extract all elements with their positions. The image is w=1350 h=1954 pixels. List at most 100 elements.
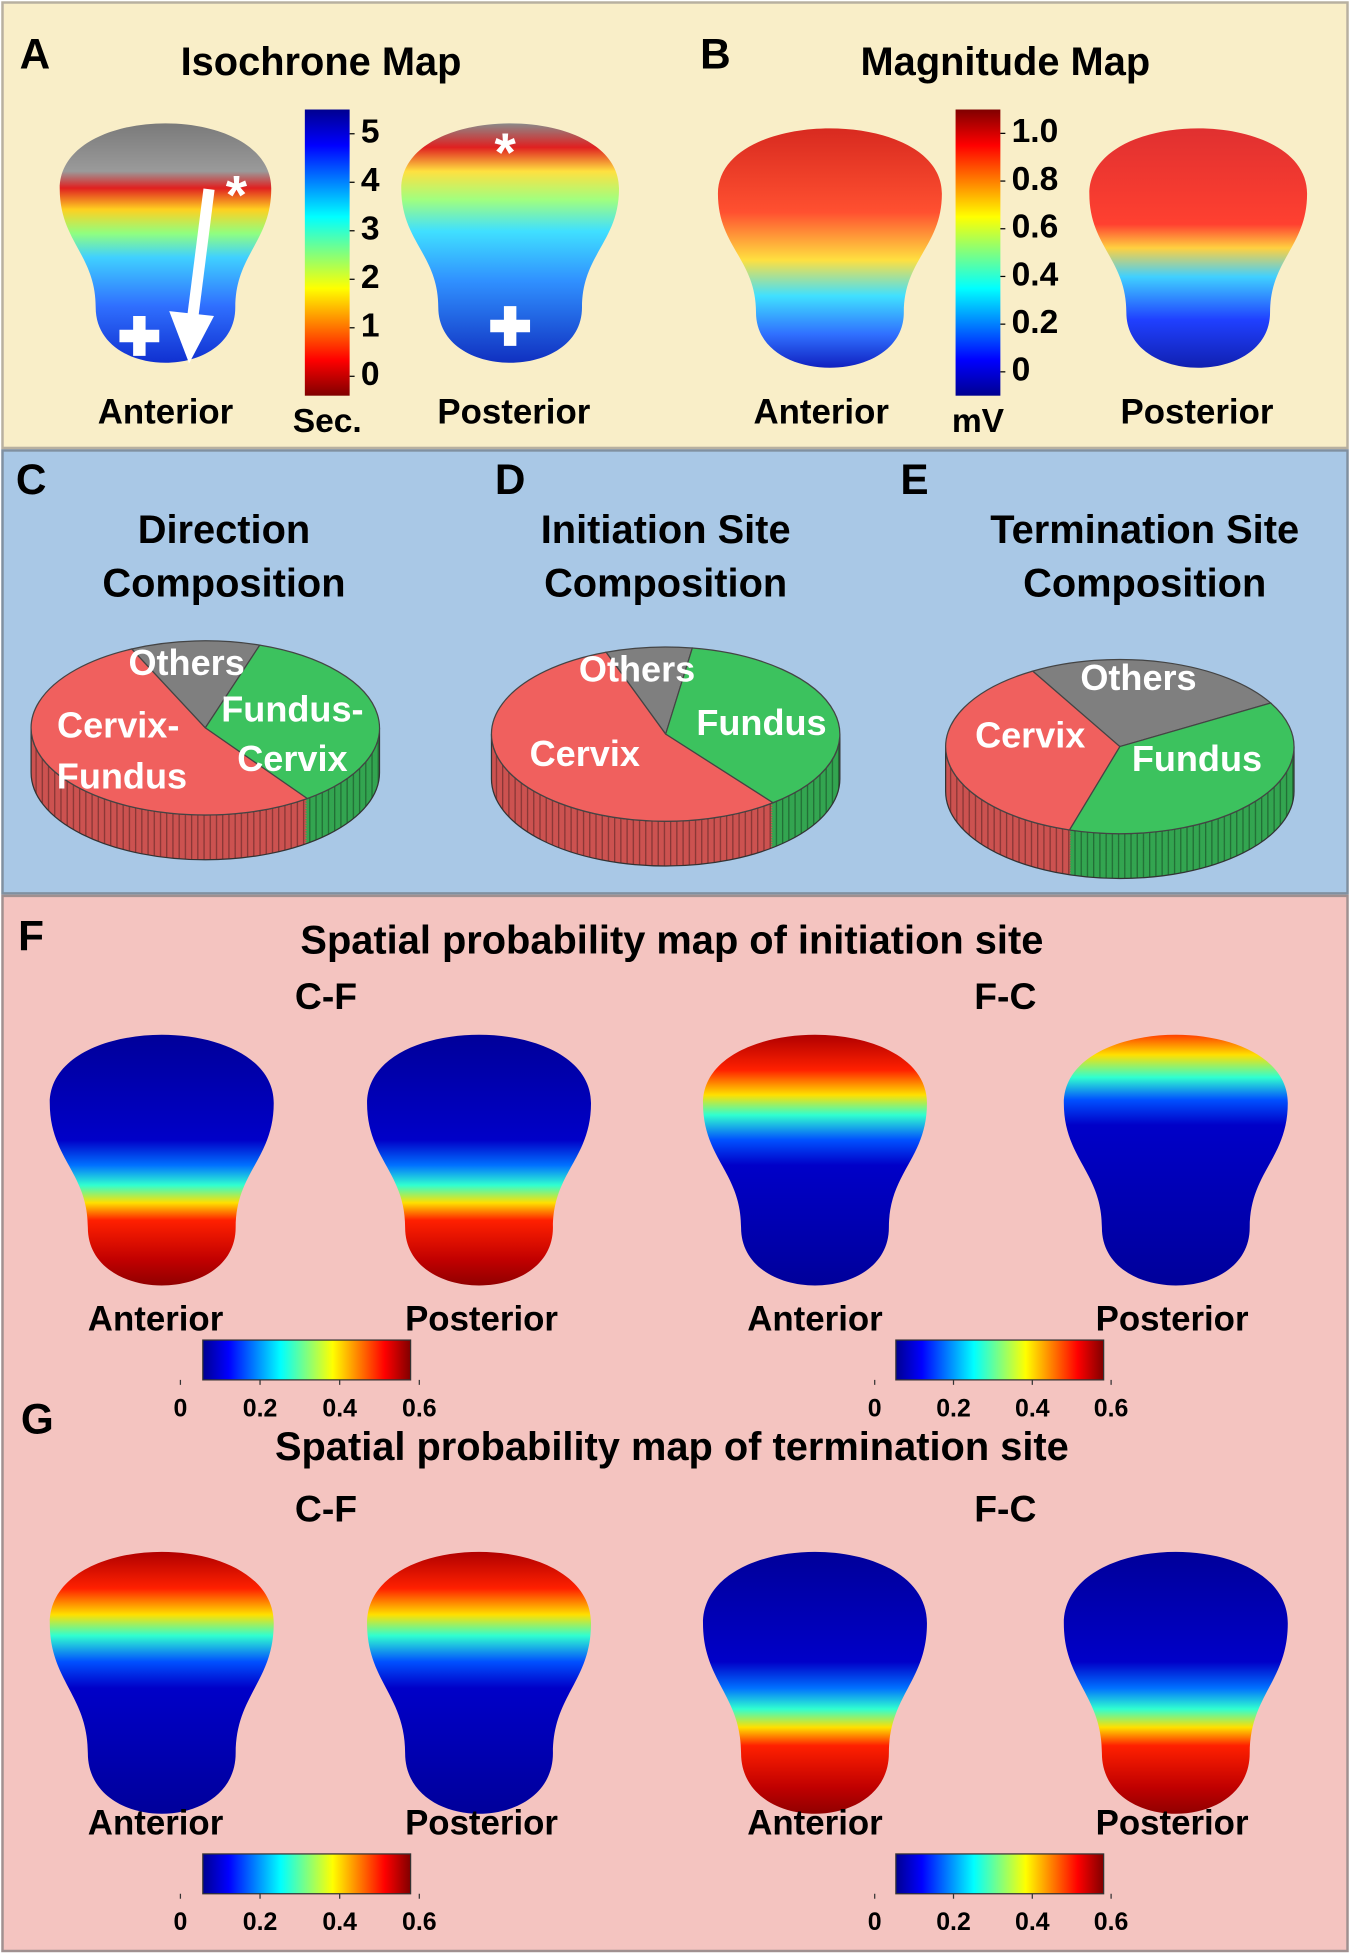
colorbar [895,1339,1105,1381]
panel-letter: F [18,913,44,960]
pie-slice [30,648,309,816]
colorbar-tick-label: 0 [868,1394,882,1422]
colorbar-tick-label: 0 [361,356,380,393]
panel-title: Composition [102,562,345,606]
view-label: Anterior [88,1300,224,1339]
colorbar-tick-label: 0.6 [1094,1394,1129,1422]
view-label: Posterior [1096,1300,1249,1339]
panel-letter: C [16,456,47,503]
pie-slice [664,647,841,804]
view-label: Anterior [98,393,234,432]
surface-map [59,123,272,363]
colorbar-tick-label: 0.2 [936,1908,971,1936]
panel-title: Composition [544,562,787,606]
initiation-star: * [226,164,248,226]
colorbar [202,1339,412,1381]
panel-letter: A [20,30,51,77]
surface-map [401,123,620,363]
colorbar-tick-label: 0.6 [1094,1908,1129,1936]
pie-label: Others [1080,657,1196,698]
pie-label: Cervix [975,714,1085,755]
panel-letter: B [700,30,731,77]
pie-slice [1031,658,1272,748]
colorbar-tick-label: 5 [361,114,380,151]
colorbar-unit: Sec. [293,403,362,440]
colorbar-tick-label: 0.4 [322,1908,357,1936]
view-label: Posterior [1096,1804,1249,1843]
surface-map [717,128,942,368]
colorbar-tick-label: 0.6 [402,1908,437,1936]
view-label: Anterior [753,393,889,432]
colorbar-tick-label: 0 [173,1908,187,1936]
group-title: C-F [295,1488,357,1530]
pie-label: Fundus [696,702,826,743]
pie-label: Fundus [57,755,187,796]
view-label: Anterior [747,1804,883,1843]
pie-slice [130,640,261,729]
colorbar-tick-label: 0.4 [322,1394,357,1422]
colorbar-tick-label: 1 [361,308,380,345]
initiation-star: * [495,121,517,183]
surface-map [367,1551,592,1814]
colorbar-tick-label: 0.4 [1015,1908,1050,1936]
pie-label: Others [579,648,695,689]
colorbar-tick-label: 0 [1012,352,1031,389]
view-label: Anterior [88,1804,224,1843]
pie-label: Fundus- [221,688,363,729]
view-label: Anterior [747,1300,883,1339]
panel-letter: E [900,456,928,503]
panel-title: Spatial probability map of initiation si… [300,919,1043,963]
colorbar-tick-label: 4 [361,162,380,199]
colorbar-tick-label: 0.6 [402,1394,437,1422]
surface-map [702,1551,927,1814]
panel-title: Magnitude Map [861,40,1151,84]
panel-title: Initiation Site [541,508,791,552]
surface-map [49,1551,274,1814]
colorbar [895,1853,1105,1895]
colorbar [955,109,1001,396]
surface-map [1089,128,1308,368]
panel-title: Composition [1023,562,1266,606]
colorbar-tick-label: 0 [173,1394,187,1422]
panel-title: Termination Site [990,508,1299,552]
pie-label: Cervix- [57,704,179,745]
propagation-arrow [186,188,215,327]
group-title: F-C [974,1488,1036,1530]
plus-marker [490,306,531,346]
pie-label: Fundus [1132,738,1262,779]
pie-label: Others [128,642,244,683]
view-label: Posterior [1121,393,1274,432]
surface-map [49,1034,274,1286]
surface-map [1063,1034,1288,1286]
colorbar-tick-label: 0.4 [1015,1394,1050,1422]
pie-slice [204,644,381,800]
panel-title: Direction [138,508,310,552]
propagation-arrow-head [169,311,215,364]
view-label: Posterior [405,1300,558,1339]
colorbar-tick-label: 2 [361,259,380,296]
plus-marker [119,316,160,356]
pie-label: Cervix [530,733,640,774]
panel-title: Spatial probability map of termination s… [275,1425,1069,1469]
colorbar-tick-label: 0.2 [936,1394,971,1422]
group-title: C-F [295,975,357,1017]
panel-letter: D [495,456,526,503]
colorbar-tick-label: 0.4 [1012,256,1059,293]
surface-map [1063,1551,1288,1814]
surface-map [367,1034,592,1286]
pie-slice [1068,702,1295,835]
view-label: Posterior [405,1804,558,1843]
colorbar-tick-label: 0.2 [243,1908,278,1936]
colorbar-tick-label: 3 [361,211,380,248]
pie-slice [490,651,775,822]
pie-label: Cervix [237,738,347,779]
colorbar [202,1853,412,1895]
colorbar-tick-label: 0.8 [1012,161,1059,198]
pie-slice [945,670,1121,831]
colorbar-tick-label: 0.2 [1012,304,1059,341]
panel-title: Isochrone Map [181,40,462,84]
surface-map [702,1034,927,1286]
colorbar-tick-label: 1.0 [1012,113,1059,150]
